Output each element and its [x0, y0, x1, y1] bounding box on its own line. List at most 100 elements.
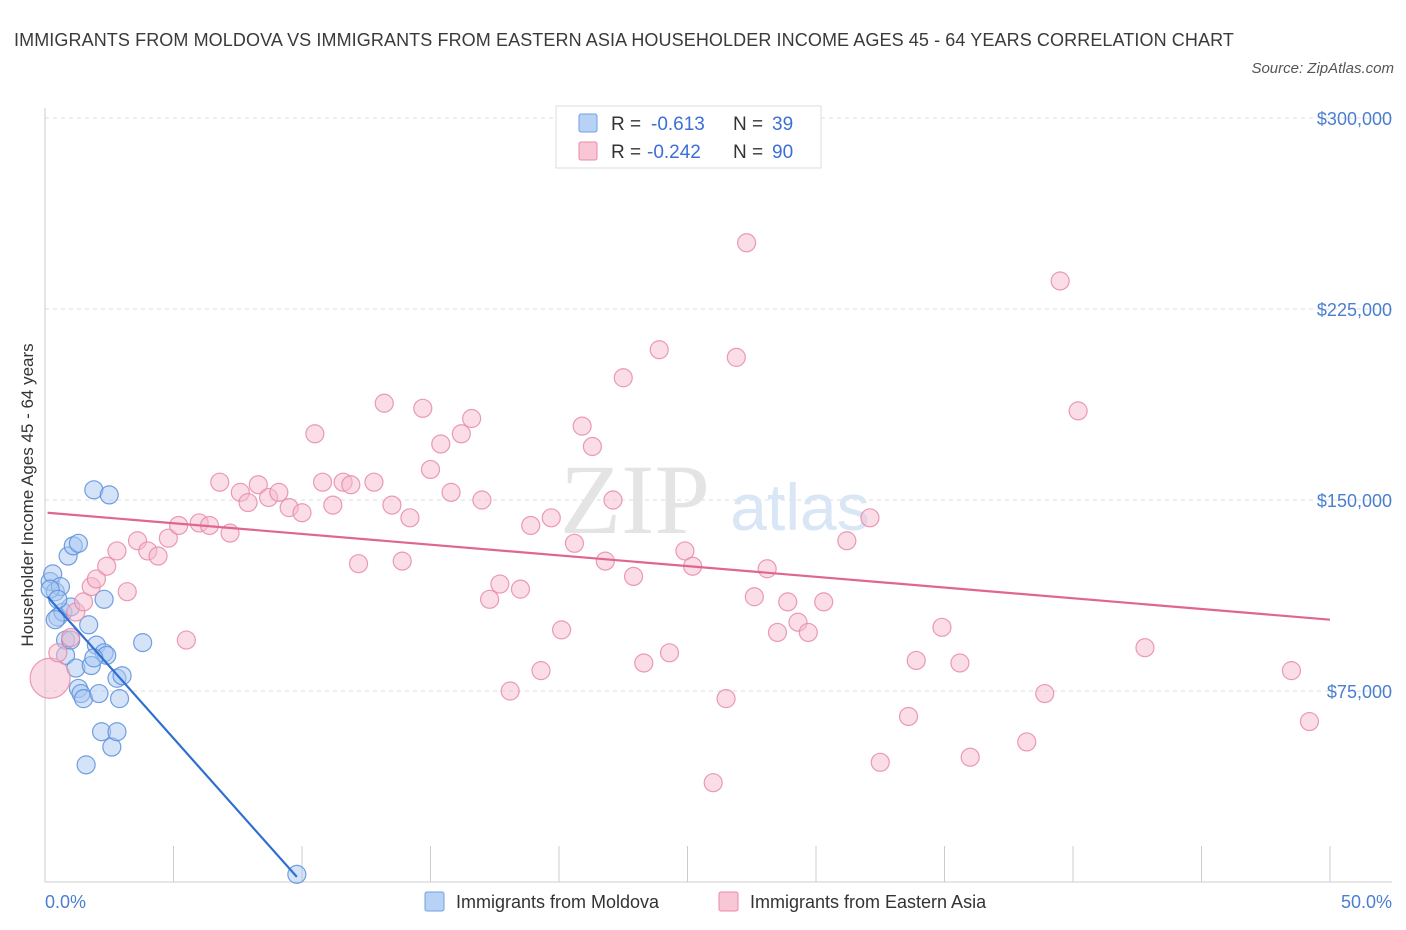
x-tick-label-max: 50.0%	[1341, 892, 1392, 912]
legend-n-value-eastern-asia: 90	[772, 142, 793, 163]
data-point-eastern-asia	[659, 643, 680, 663]
trend-line-eastern-asia	[47, 511, 1331, 621]
data-point-eastern-asia	[420, 459, 441, 480]
data-point-eastern-asia	[312, 472, 333, 492]
data-point-eastern-asia	[716, 689, 736, 709]
data-point-eastern-asia	[510, 579, 531, 599]
legend-n-label: N =	[733, 142, 763, 163]
data-point-eastern-asia	[582, 436, 603, 457]
data-point-eastern-asia	[1281, 661, 1302, 681]
data-point-eastern-asia	[86, 569, 107, 589]
tick-labels: $75,000 $150,000 $225,000 $300,000 0.0% 50.0%	[45, 109, 1392, 912]
data-point-eastern-asia	[814, 592, 834, 612]
legend-series-swatch-moldova	[424, 891, 445, 912]
data-point-eastern-asia	[1050, 271, 1070, 291]
legend-r-value-eastern-asia: -0.242	[647, 142, 701, 163]
data-point-eastern-asia	[837, 531, 857, 551]
data-point-eastern-asia	[603, 490, 623, 510]
data-point-eastern-asia	[595, 551, 615, 571]
data-point-eastern-asia	[176, 630, 196, 650]
data-point-eastern-asia	[726, 347, 746, 367]
data-point-moldova	[109, 689, 130, 709]
data-point-eastern-asia	[490, 574, 510, 594]
data-point-eastern-asia	[1017, 732, 1037, 752]
legend-swatch-moldova	[578, 113, 598, 133]
legend-correlation: R = -0.613 N = 39 R = -0.242 N = 90	[555, 105, 822, 169]
data-point-eastern-asia	[531, 661, 551, 681]
data-point-eastern-asia	[744, 587, 764, 607]
data-point-eastern-asia	[572, 416, 592, 436]
data-point-moldova	[79, 615, 99, 635]
data-point-eastern-asia	[551, 620, 572, 640]
legend-r-label: R =	[611, 114, 641, 135]
legend-n-value-moldova: 39	[772, 114, 793, 135]
y-tick-label: $225,000	[1317, 300, 1392, 320]
data-point-eastern-asia	[431, 434, 451, 454]
data-point-eastern-asia	[210, 472, 230, 492]
data-point-eastern-asia	[623, 566, 644, 587]
data-point-eastern-asia	[462, 408, 482, 429]
data-point-eastern-asia	[564, 533, 585, 553]
legend-r-value-moldova: -0.613	[651, 114, 705, 135]
y-tick-label: $150,000	[1317, 491, 1392, 511]
data-point-eastern-asia	[906, 650, 926, 671]
data-point-eastern-asia	[860, 508, 880, 528]
data-point-eastern-asia	[649, 340, 669, 360]
data-point-eastern-asia	[158, 528, 178, 548]
data-point-eastern-asia	[898, 706, 919, 727]
data-point-eastern-asia	[778, 592, 798, 612]
data-point-eastern-asia	[292, 503, 312, 523]
data-point-eastern-asia	[107, 541, 127, 561]
data-point-moldova	[48, 589, 68, 609]
data-point-moldova	[287, 864, 307, 884]
chart-source: Source: ZipAtlas.com	[1251, 60, 1394, 77]
data-point-eastern-asia	[675, 541, 695, 561]
data-point-moldova	[107, 722, 127, 742]
trend-line-moldova	[46, 596, 298, 878]
data-point-eastern-asia	[703, 773, 723, 793]
data-point-eastern-asia	[1299, 711, 1320, 732]
y-tick-label: $75,000	[1327, 682, 1392, 702]
data-point-eastern-asia	[29, 657, 71, 699]
data-point-moldova	[89, 683, 109, 704]
grid-lines	[45, 117, 1392, 692]
data-points	[29, 233, 1320, 884]
data-point-eastern-asia	[1035, 683, 1055, 704]
data-point-eastern-asia	[413, 398, 433, 418]
data-point-eastern-asia	[932, 617, 952, 637]
y-tick-label: $300,000	[1317, 109, 1392, 129]
data-point-eastern-asia	[364, 472, 384, 492]
data-point-eastern-asia	[392, 551, 412, 571]
data-point-eastern-asia	[950, 653, 970, 673]
data-point-eastern-asia	[48, 643, 68, 663]
data-point-eastern-asia	[613, 368, 633, 388]
data-point-moldova	[68, 533, 89, 553]
data-point-moldova	[133, 633, 153, 653]
data-point-eastern-asia	[97, 556, 117, 576]
legend-series-swatch-eastern-asia	[718, 891, 739, 912]
data-point-eastern-asia	[521, 515, 541, 536]
data-point-eastern-asia	[248, 475, 268, 495]
data-point-eastern-asia	[323, 495, 343, 515]
data-point-eastern-asia	[341, 475, 361, 495]
trend-lines	[46, 511, 1331, 878]
data-point-moldova	[112, 666, 132, 686]
data-point-eastern-asia	[348, 554, 369, 574]
x-tick-label-min: 0.0%	[45, 892, 86, 912]
data-point-eastern-asia	[541, 508, 561, 528]
data-point-eastern-asia	[382, 495, 402, 515]
data-point-eastern-asia	[117, 582, 137, 602]
data-point-eastern-asia	[767, 622, 788, 643]
data-point-eastern-asia	[1068, 401, 1088, 421]
data-point-eastern-asia	[480, 589, 500, 609]
data-point-eastern-asia	[737, 233, 757, 253]
data-point-eastern-asia	[269, 482, 289, 502]
data-point-eastern-asia	[500, 681, 520, 701]
data-point-eastern-asia	[757, 559, 777, 579]
data-point-moldova	[99, 485, 119, 505]
data-point-eastern-asia	[960, 747, 980, 767]
watermark-zip: ZIP	[560, 444, 710, 555]
data-point-eastern-asia	[634, 653, 654, 673]
data-point-moldova	[76, 755, 96, 775]
